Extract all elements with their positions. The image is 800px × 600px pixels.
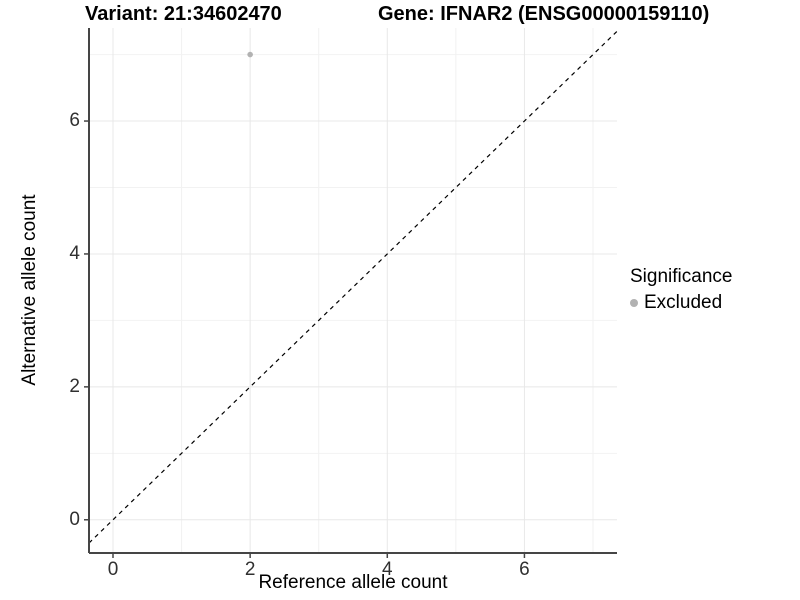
gene-title: Gene: IFNAR2 (ENSG00000159110) — [378, 3, 710, 25]
x-tick-label: 6 — [519, 559, 530, 580]
y-axis-title: Alternative allele count — [19, 194, 40, 386]
y-tick-label: 0 — [69, 508, 80, 530]
x-tick-label: 2 — [244, 559, 256, 580]
legend-item-label: Excluded — [644, 292, 723, 313]
x-axis-title: Reference allele count — [258, 572, 448, 593]
x-tick-label: 4 — [381, 559, 393, 580]
y-tick-label: 2 — [69, 375, 80, 397]
x-tick-label: 0 — [107, 559, 119, 580]
y-tick-label: 4 — [69, 242, 80, 264]
y-tick-label: 6 — [69, 110, 80, 132]
data-point — [247, 51, 253, 58]
legend: Significance Excluded — [630, 266, 732, 314]
legend-title: Significance — [630, 266, 733, 287]
legend-item: Excluded — [630, 292, 732, 314]
variant-title: Variant: 21:34602470 — [85, 3, 282, 25]
legend-items: Excluded — [630, 292, 732, 314]
legend-key-dot-icon — [630, 299, 638, 307]
panel-background — [89, 28, 617, 553]
